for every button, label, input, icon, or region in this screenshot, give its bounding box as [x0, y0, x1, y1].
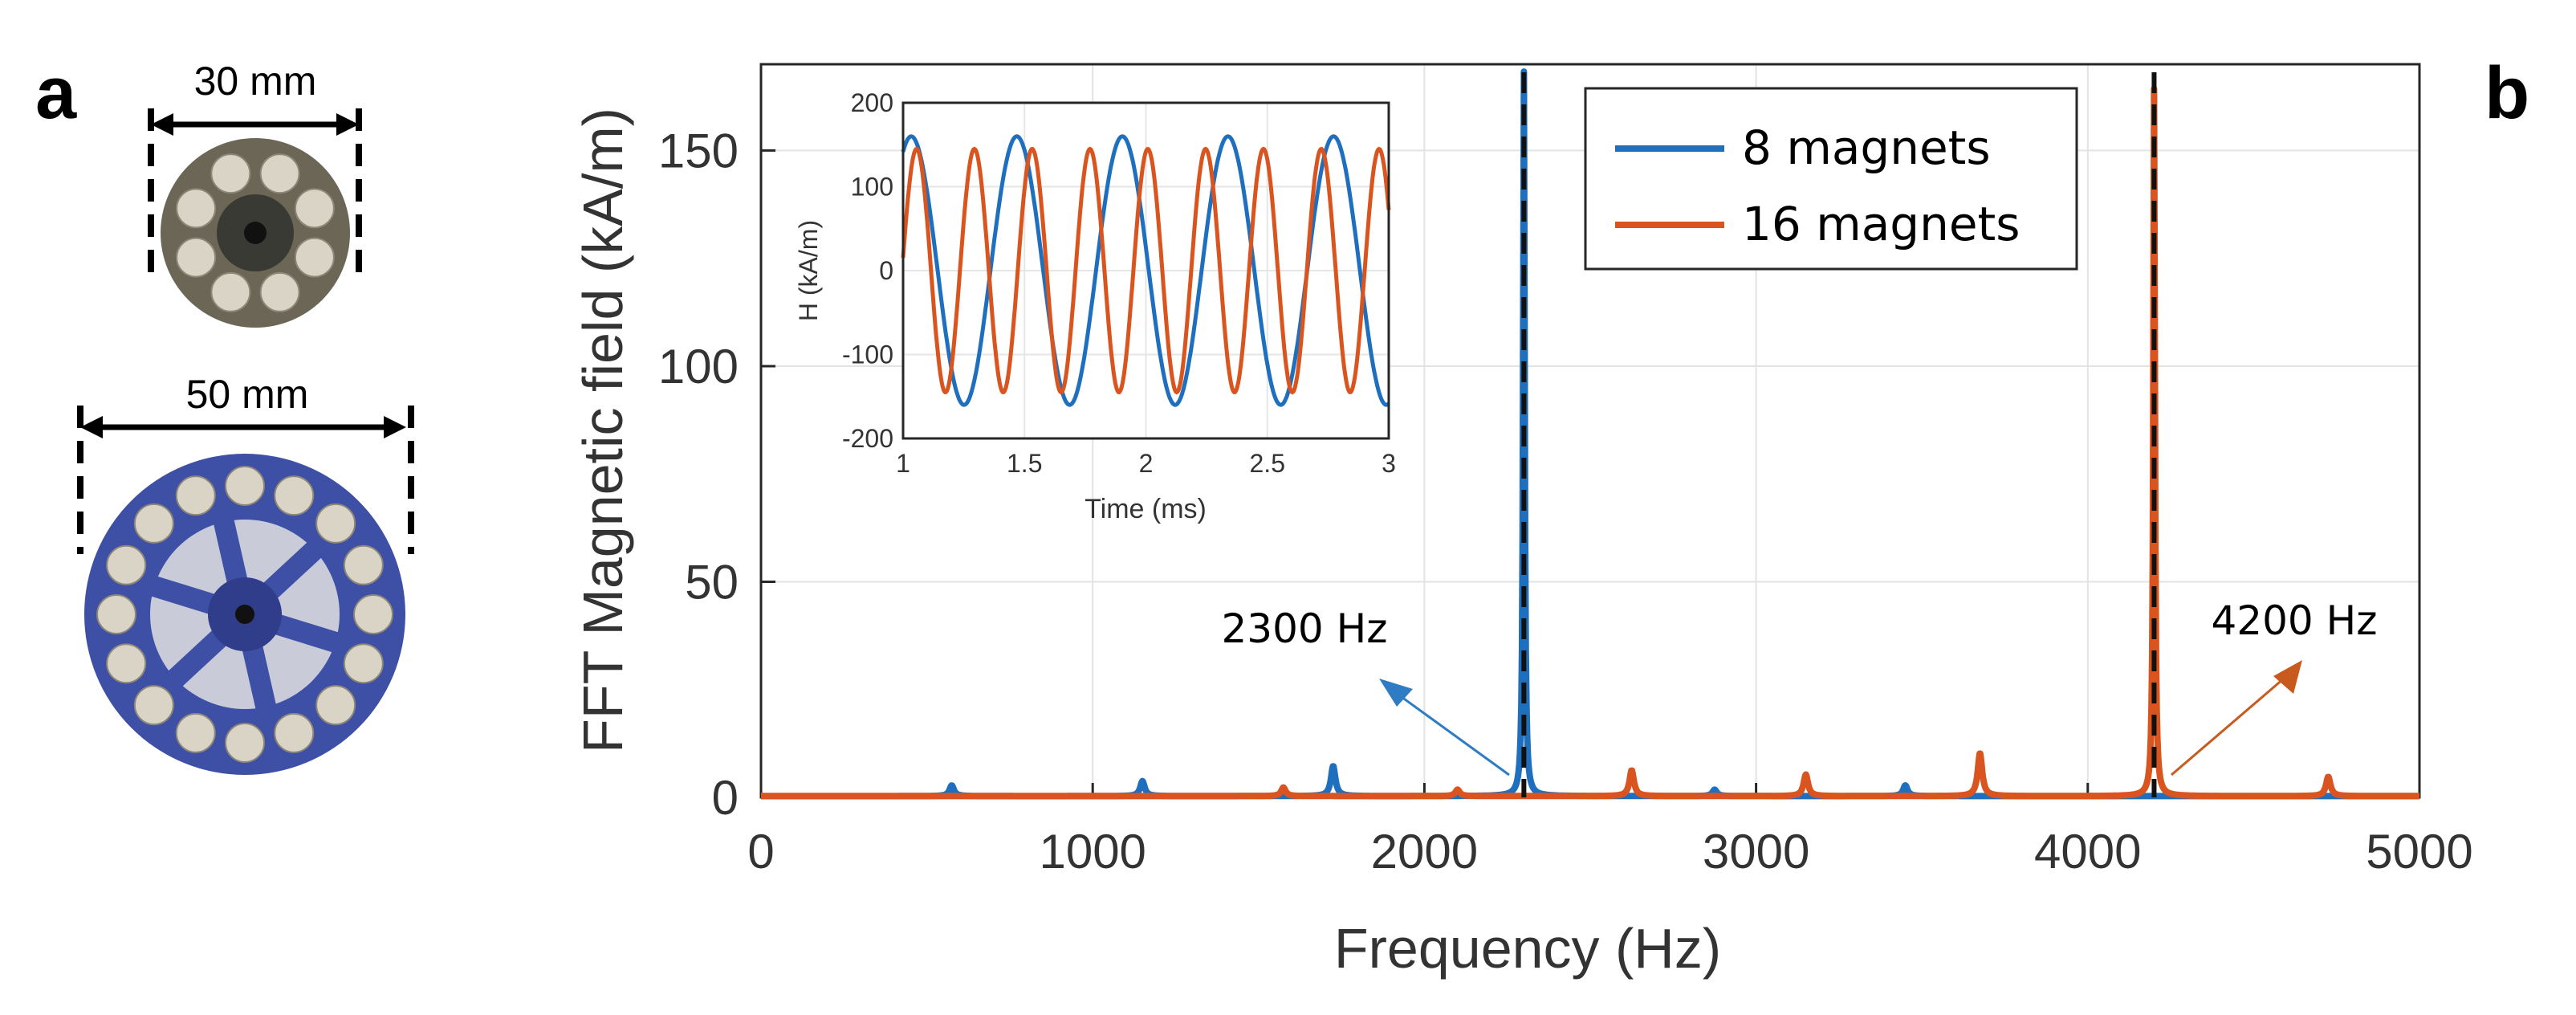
small-dimension-label: 30 mm [194, 59, 317, 104]
legend-label-8-magnets: 8 magnets [1742, 120, 1991, 175]
x-tick-label: 2000 [1371, 825, 1478, 878]
panel-label-a: a [35, 52, 77, 134]
large-dimension-label: 50 mm [186, 372, 309, 417]
legend: 8 magnets 16 magnets [1584, 87, 2078, 271]
panel-label-b: b [2484, 52, 2530, 134]
small-disc-photo: 30 mm [148, 59, 362, 328]
y-tick-label: 0 [712, 771, 739, 825]
inset-x-tick-label: 1 [896, 449, 910, 478]
main-series [758, 68, 2423, 800]
magnet-icon [210, 271, 251, 312]
x-tick-label: 4000 [2034, 825, 2141, 878]
annotation-arrow-2300-line [1392, 689, 1510, 777]
inset-series [901, 134, 1391, 407]
magnet-icon [274, 475, 315, 516]
inset-y-tick-label: 100 [851, 173, 893, 202]
magnet-icon [106, 544, 147, 585]
inset-frame [901, 101, 1390, 440]
magnet-icon [133, 503, 174, 544]
magnet-icon [259, 153, 300, 194]
magnet-icon [343, 643, 384, 684]
large-disc-magnets [96, 466, 393, 763]
magnet-icon [96, 594, 136, 634]
large-disc-hole [235, 605, 254, 624]
magnet-icon [315, 685, 356, 726]
small-disc-hole [244, 222, 267, 244]
magnet-icon [175, 475, 216, 516]
annotation-label-2300: 2300 Hz [1222, 605, 1388, 652]
inset-x-tick-label: 2.5 [1250, 449, 1285, 478]
y-tick-label: 150 [658, 124, 739, 177]
inset-y-tick-label: 200 [851, 88, 893, 117]
inset-y-axis-label: H (kA/m) [794, 220, 823, 321]
inset-x-tick-label: 3 [1382, 449, 1396, 478]
large-disc-photo: 50 mm [77, 372, 414, 775]
magnet-icon [294, 188, 335, 229]
annotations: 2300 Hz 4200 Hz [1222, 597, 2378, 777]
x-tick-label: 3000 [1703, 825, 1809, 878]
large-arrowhead-left [80, 416, 103, 438]
x-tick-label: 5000 [2366, 825, 2472, 878]
inset-x-tick-label: 2 [1139, 449, 1154, 478]
magnet-icon [294, 237, 335, 278]
main-x-axis-label: Frequency (Hz) [1334, 917, 1721, 980]
magnet-icon [210, 153, 251, 194]
magnet-icon [225, 723, 265, 763]
magnet-icon [133, 685, 174, 726]
x-tick-label: 0 [747, 825, 774, 878]
small-disc-magnets [176, 153, 335, 312]
inset-tick-labels: 1 1.5 2 2.5 3 -200 -100 0 100 200 [842, 88, 1396, 478]
magnet-icon [353, 594, 393, 634]
magnet-icon [175, 712, 216, 753]
magnet-icon [106, 643, 147, 684]
large-arrowhead-right [384, 416, 406, 438]
y-tick-label: 100 [658, 340, 739, 393]
small-arrowhead-left [151, 113, 173, 136]
inset-x-axis-label: Time (ms) [1085, 494, 1207, 524]
inset-x-tick-label: 1.5 [1007, 449, 1042, 478]
annotation-label-4200: 4200 Hz [2212, 597, 2378, 644]
magnet-icon [225, 466, 265, 506]
magnet-icon [176, 188, 217, 229]
small-arrowhead-right [336, 113, 359, 136]
legend-box [1584, 87, 2078, 271]
inset-y-tick-label: -200 [842, 424, 893, 453]
legend-label-16-magnets: 16 magnets [1742, 197, 2021, 251]
magnet-icon [315, 503, 356, 544]
annotation-arrow-2300-head [1379, 679, 1413, 707]
magnet-icon [176, 237, 217, 278]
magnet-icon [259, 271, 300, 312]
annotation-arrow-4200-line [2171, 677, 2285, 777]
main-y-axis-label: FFT Magnetic field (kA/m) [572, 108, 634, 753]
inset-y-tick-label: 0 [879, 256, 893, 285]
x-tick-label: 1000 [1039, 825, 1146, 878]
magnet-icon [274, 712, 315, 753]
y-tick-label: 50 [685, 555, 739, 609]
inset-chart: 1 1.5 2 2.5 3 -200 -100 0 100 200 Time (ms) H (kA… [794, 88, 1396, 524]
inset-line-16-magnets [901, 146, 1391, 395]
inset-y-tick-label: -100 [842, 340, 893, 369]
magnet-icon [343, 544, 384, 585]
main-reference-lines [1521, 72, 2157, 797]
annotation-arrow-4200-head [2273, 660, 2302, 694]
series-line-16-magnets [758, 85, 2423, 800]
